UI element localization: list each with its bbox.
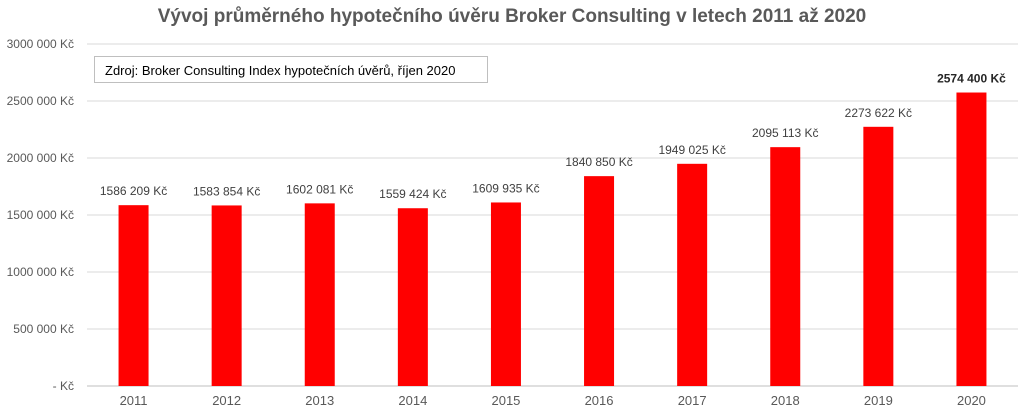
data-label: 1602 081 Kč [286,182,353,196]
bar-2020 [956,92,987,386]
y-tick-label: 2500 000 Kč [7,94,74,108]
x-tick-label: 2011 [120,393,148,408]
y-tick-label: 2000 000 Kč [7,151,74,165]
y-tick-label: 3000 000 Kč [7,37,74,51]
y-tick-label: 1000 000 Kč [7,265,74,279]
y-tick-label: - Kč [53,379,74,393]
x-tick-label: 2016 [585,393,614,408]
bar-2015 [490,202,521,386]
x-tick-label: 2015 [491,393,520,408]
data-label: 1949 025 Kč [658,143,725,157]
y-tick-label: 1500 000 Kč [7,208,74,222]
data-label: 2574 400 Kč [937,72,1006,86]
data-label: 2095 113 Kč [752,126,819,140]
bar-2011 [118,205,149,386]
bar-2014 [397,208,428,386]
data-label: 1583 854 Kč [193,184,260,198]
bar-2012 [211,205,242,386]
bar-2019 [863,126,894,386]
bars [118,92,987,386]
bar-2018 [770,147,801,386]
data-label: 1609 935 Kč [472,181,539,195]
bar-2016 [584,176,615,386]
x-tick-label: 2020 [957,393,986,408]
x-tick-label: 2019 [864,393,893,408]
x-tick-label: 2014 [398,393,427,408]
gridlines [87,43,1018,387]
data-label: 1559 424 Kč [379,187,446,201]
y-tick-label: 500 000 Kč [13,322,74,336]
chart-title: Vývoj průměrného hypotečního úvěru Broke… [157,6,867,27]
y-axis: - Kč 500 000 Kč 1000 000 Kč 1500 000 Kč 2000… [7,37,74,393]
bar-2013 [304,203,335,386]
data-label: 1586 209 Kč [100,184,167,198]
data-labels: 1586 209 Kč 1583 854 Kč 1602 081 Kč 1559 42… [100,72,1006,202]
x-tick-label: 2012 [212,393,241,408]
x-tick-label: 2013 [305,393,334,408]
x-tick-label: 2017 [678,393,707,408]
x-axis: 2011 2012 2013 2014 2015 2016 2017 2018 2019 2020 [120,393,986,408]
bar-2017 [677,163,708,386]
x-tick-label: 2018 [771,393,800,408]
source-note: Zdroj: Broker Consulting Index hypoteční… [94,56,488,83]
data-label: 2273 622 Kč [845,106,912,120]
data-label: 1840 850 Kč [565,155,632,169]
